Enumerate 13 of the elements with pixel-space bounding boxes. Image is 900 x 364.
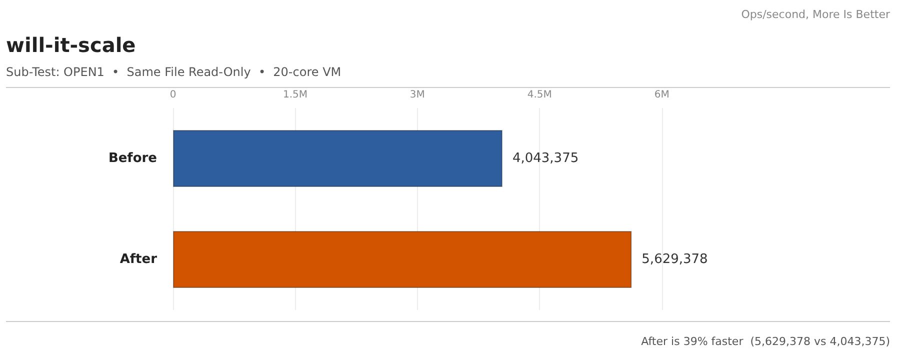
x-tick-label: 0 [170, 90, 176, 100]
chart-title: will-it-scale [6, 33, 136, 57]
x-tick-label: 1.5M [282, 90, 308, 100]
y-tick-label: Before [108, 151, 158, 166]
x-tick-label: 3M [410, 90, 425, 100]
x-tick-label: 6M [654, 90, 670, 100]
text: Ops/second, More Is Better [741, 8, 890, 21]
y-tick-label: After [120, 252, 158, 267]
chart-subtitle: Sub-Test: OPEN1 • Same File Read-Only • 20-core VM [6, 65, 342, 79]
x-tick-label: 4.5M [527, 90, 552, 100]
data-label: 5,629,378 [642, 252, 708, 267]
data-label: 4,043,375 [512, 151, 579, 166]
text: After is 39% faster (5,629,378 vs 4,043,375) [641, 335, 890, 348]
